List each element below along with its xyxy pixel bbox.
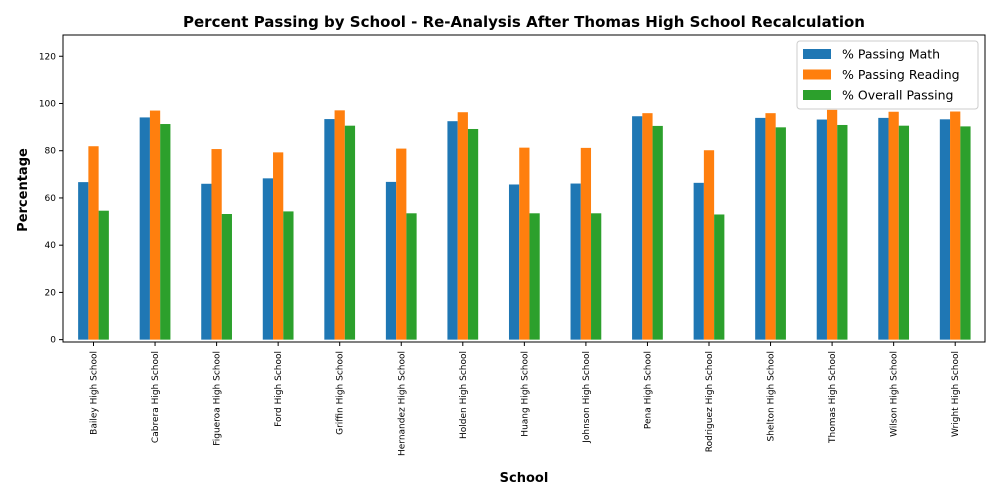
y-tick-label: 80 xyxy=(45,147,57,157)
bar-reading xyxy=(519,147,530,340)
bar-overall xyxy=(714,214,725,340)
bar-math xyxy=(693,182,704,340)
x-tick-label: Shelton High School xyxy=(767,351,777,441)
x-tick-label: Bailey High School xyxy=(90,351,100,435)
bar-reading xyxy=(642,113,653,340)
bar-overall xyxy=(221,214,232,340)
legend: % Passing Math % Passing Reading % Overall… xyxy=(796,40,979,110)
chart-title: Percent Passing by School - Re-Analysis … xyxy=(183,13,865,31)
bar-reading xyxy=(149,110,161,340)
legend-swatch xyxy=(803,69,831,80)
bar-math xyxy=(139,117,150,340)
bar-math xyxy=(755,117,766,340)
y-axis-label: Percentage xyxy=(16,148,31,232)
bar-reading xyxy=(703,150,715,340)
legend-swatch xyxy=(803,49,831,59)
bar-reading xyxy=(826,109,838,340)
bar-math xyxy=(939,119,951,340)
bar-overall xyxy=(529,213,540,340)
bar-reading xyxy=(765,113,776,340)
legend-label: % Overall Passing xyxy=(842,88,954,103)
bar-math xyxy=(878,117,889,340)
plot-frame xyxy=(62,34,986,343)
x-tick-label: Cabrera High School xyxy=(151,351,161,443)
x-tick-label: Griffin High School xyxy=(336,351,346,435)
bar-math xyxy=(508,184,520,340)
x-tick-label: Huang High School xyxy=(520,351,530,437)
bar-overall xyxy=(652,125,663,340)
x-tick-label: Wright High School xyxy=(951,351,961,437)
legend-label: % Passing Reading xyxy=(842,67,960,82)
bar-math xyxy=(78,182,89,340)
bar-math xyxy=(385,181,397,340)
bar-math xyxy=(570,183,581,340)
plot-area: 0 20 40 60 80 100 120 Bailey High School Cabrera… xyxy=(39,52,971,456)
bar-reading xyxy=(950,111,961,340)
bar-overall xyxy=(283,211,294,340)
bar-reading xyxy=(88,146,99,340)
bar-reading xyxy=(457,112,468,340)
bar-overall xyxy=(344,125,356,340)
bar-overall xyxy=(775,127,786,340)
x-tick-label: Rodriguez High School xyxy=(705,351,715,452)
bar-overall xyxy=(160,124,171,340)
bar-math xyxy=(447,121,458,340)
x-tick-label: Pena High School xyxy=(643,351,653,429)
x-tick-label: Figueroa High School xyxy=(213,351,223,446)
legend-label: % Passing Math xyxy=(842,47,940,62)
x-tick-label: Thomas High School xyxy=(828,351,838,444)
bar-overall xyxy=(898,125,910,340)
x-tick-label: Wilson High School xyxy=(890,351,900,437)
bar-math xyxy=(324,119,335,340)
bar-math xyxy=(632,116,643,340)
legend-swatch xyxy=(803,90,831,100)
y-tick-label: 100 xyxy=(39,99,56,109)
y-tick-label: 40 xyxy=(45,241,57,251)
bar-math xyxy=(201,183,212,340)
bar-reading xyxy=(580,147,592,340)
bar-reading xyxy=(396,148,407,340)
bar-overall xyxy=(406,213,417,340)
bar-overall xyxy=(591,213,602,340)
bar-overall xyxy=(837,124,848,340)
x-tick-label: Hernandez High School xyxy=(397,351,407,456)
bar-overall xyxy=(960,126,971,340)
legend-frame xyxy=(796,40,979,110)
x-tick-label: Ford High School xyxy=(274,351,284,427)
bar-reading xyxy=(334,110,345,340)
y-tick-label: 20 xyxy=(45,288,57,298)
x-tick-label: Holden High School xyxy=(459,351,469,439)
x-axis-label: School xyxy=(500,471,549,486)
bar-reading xyxy=(888,111,899,340)
bar-math xyxy=(262,178,274,340)
x-tick-label: Johnson High School xyxy=(582,351,592,444)
y-tick-label: 60 xyxy=(45,194,57,204)
bar-reading xyxy=(273,152,284,340)
bar-overall xyxy=(467,128,479,340)
y-tick-label: 120 xyxy=(39,52,56,62)
y-tick-label: 0 xyxy=(50,336,56,346)
bar-overall xyxy=(98,210,109,340)
bar-math xyxy=(816,119,827,340)
bar-reading xyxy=(211,149,222,340)
